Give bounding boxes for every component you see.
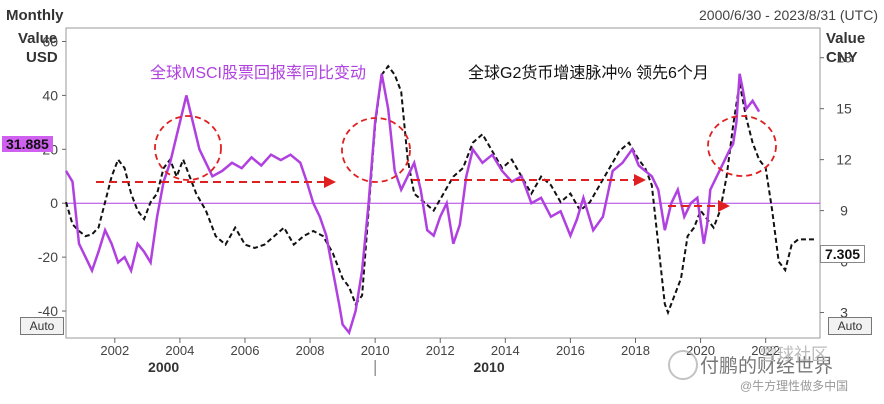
left-tick-label: 40 xyxy=(42,87,58,103)
left-tick-label: -20 xyxy=(38,249,58,265)
left-tick-label: 0 xyxy=(50,195,58,211)
annotation-msci-label: 全球MSCI股票回报率同比变动 xyxy=(150,64,366,82)
frequency-label: Monthly xyxy=(6,7,64,24)
right-tick-label: 9 xyxy=(840,203,848,219)
watermark-subtitle: @牛方理性做多中国 xyxy=(740,378,848,393)
x-tick-label: 2014 xyxy=(491,343,520,358)
right-tick-label: 15 xyxy=(836,101,852,117)
x-tick-label: 2016 xyxy=(556,343,585,358)
decade-label-2010: 2010 xyxy=(473,359,504,375)
x-tick-label: 2006 xyxy=(231,343,260,358)
right-tick-label: 18 xyxy=(836,50,852,66)
x-tick-label: 2012 xyxy=(426,343,455,358)
wechat-logo-icon xyxy=(668,350,698,380)
x-tick-label: 2002 xyxy=(100,343,129,358)
lead-arrow-head xyxy=(324,176,336,188)
right-tick-label: 3 xyxy=(840,305,848,321)
last-left-value-badge: 31.885 xyxy=(2,136,53,152)
watermark-community: 雪球社区 xyxy=(760,345,828,364)
left-axis-title-line1: Value xyxy=(18,30,57,47)
highlight-circle xyxy=(707,115,777,177)
last-right-value-badge: 7.305 xyxy=(820,245,866,263)
right-axis-title-line1: Value xyxy=(826,30,865,47)
watermark-title: 付鹏的财经世界 xyxy=(700,355,833,377)
lead-arrow-head xyxy=(634,174,646,186)
right-axis-title-line2: CNY xyxy=(826,49,858,66)
x-tick-label: 2004 xyxy=(165,343,194,358)
date-range-label: 2000/6/30 - 2023/8/31 (UTC) xyxy=(699,7,878,23)
auto-left-button[interactable]: Auto xyxy=(20,317,64,335)
lead-arrow-head xyxy=(718,200,730,212)
x-tick-label: 2018 xyxy=(621,343,650,358)
highlight-circle xyxy=(154,115,222,181)
left-axis-title-line2: USD xyxy=(26,49,58,66)
series-line-msci xyxy=(64,73,761,336)
left-tick-label: 60 xyxy=(42,33,58,49)
x-tick-label: 2022 xyxy=(751,343,780,358)
annotation-g2-label: 全球G2货币增速脉冲% 领先6个月 xyxy=(468,64,709,82)
left-tick-label: -40 xyxy=(38,303,58,319)
auto-right-button[interactable]: Auto xyxy=(828,317,872,335)
x-tick-label: 2008 xyxy=(296,343,325,358)
highlight-circle xyxy=(341,117,411,183)
decade-label-2000: 2000 xyxy=(148,359,179,375)
x-tick-label: 2010 xyxy=(361,343,390,358)
right-tick-label: 12 xyxy=(836,152,852,168)
